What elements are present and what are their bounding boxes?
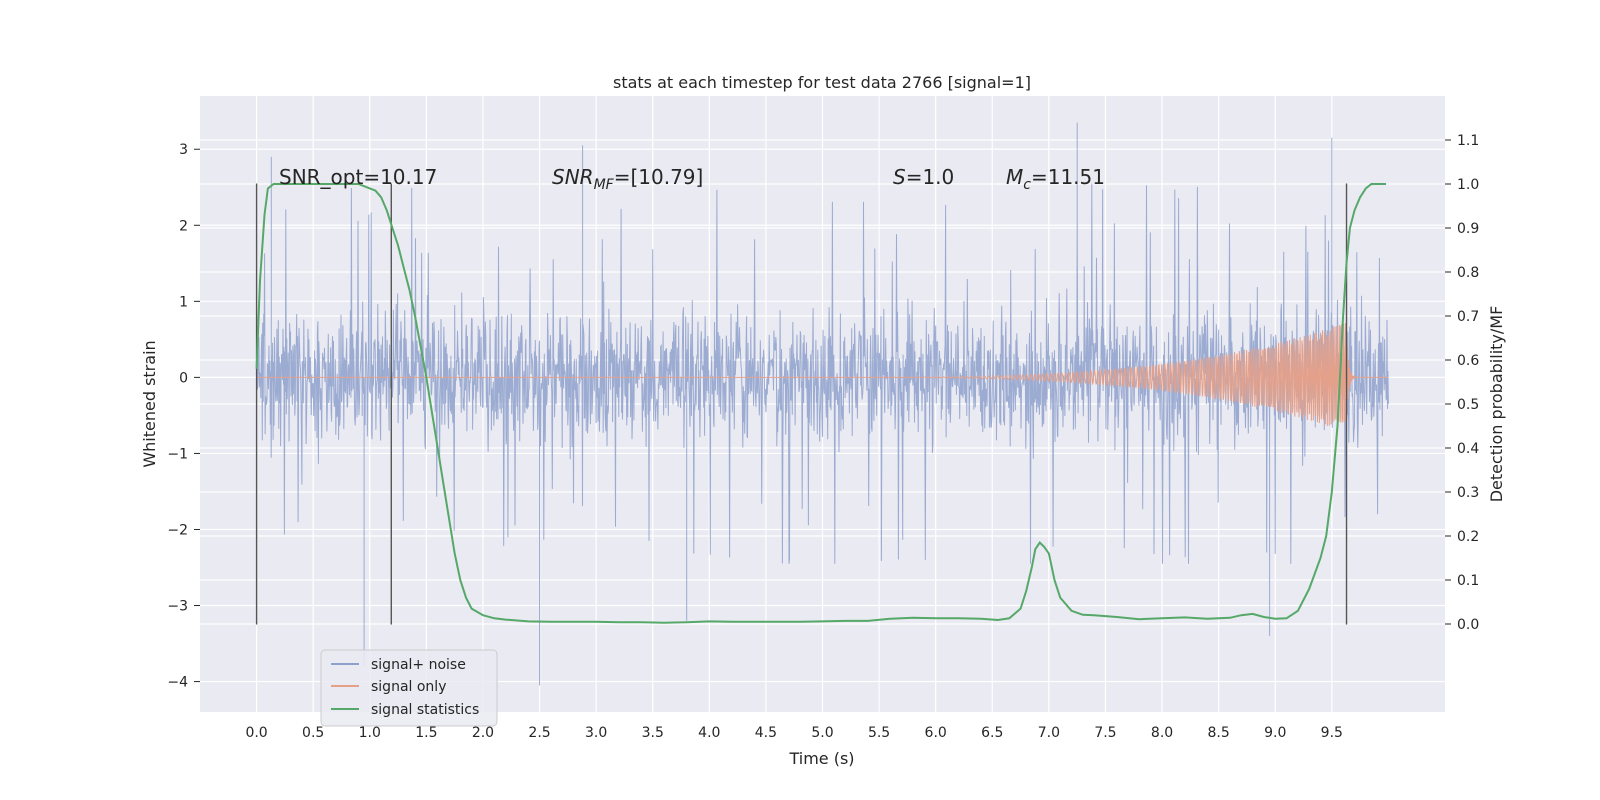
x-tick-label: 2.5 [528, 725, 550, 741]
y-axis-ticks: −4 −3 −2 −1 0 1 2 3 [167, 142, 200, 691]
legend-box [320, 649, 498, 727]
y2-tick-label: 0.8 [1457, 265, 1479, 281]
annotation-mc: Mc=11.51 [1006, 165, 1105, 193]
x-tick-label: 3.0 [585, 725, 607, 741]
annotation-snr-mf-value: =[10.79] [614, 165, 704, 189]
x-tick-label: 6.0 [925, 725, 947, 741]
series-signal-statistics [255, 183, 1387, 624]
x-axis-ticks: 0.0 0.5 1.0 1.5 2.0 2.5 3.0 3.5 4.0 4.5 5.0 5.5 6.0 6… [245, 725, 1342, 741]
annotation-snr-mf-main: SNR [552, 165, 594, 189]
x-tick-label: 1.5 [415, 725, 437, 741]
annotation-snr-mf-sub: MF [594, 177, 615, 193]
x-tick-label: 9.0 [1264, 725, 1286, 741]
x-tick-label: 4.5 [755, 725, 777, 741]
y-tick-label: 3 [179, 142, 188, 158]
series-signal-only [256, 322, 1389, 427]
line-signal-statistics [255, 183, 1387, 624]
legend: signal+ noise signal only signal statist… [320, 649, 498, 727]
y-axis-label: Whitened strain [140, 340, 159, 467]
y2-tick-label: 0.4 [1457, 441, 1479, 457]
y2-tick-label: 0.1 [1457, 573, 1479, 589]
x-tick-label: 0.0 [245, 725, 267, 741]
y-tick-label: 2 [179, 218, 188, 234]
annotations: SNR_opt=10.17 SNRMF=[10.79] S=1.0 Mc=11.… [279, 165, 1105, 193]
x-axis-label: Time (s) [788, 749, 854, 768]
y2-tick-label: 0.5 [1457, 397, 1479, 413]
y-tick-label: 0 [179, 370, 188, 386]
y2-tick-label: 1.1 [1457, 133, 1479, 149]
x-tick-label: 5.0 [811, 725, 833, 741]
y2-axis-label: Detection probability/MF [1487, 306, 1506, 503]
y2-tick-label: 0.7 [1457, 309, 1479, 325]
x-tick-label: 3.5 [642, 725, 664, 741]
annotation-snr-opt: SNR_opt=10.17 [279, 165, 437, 189]
x-tick-label: 4.0 [698, 725, 720, 741]
y2-tick-label: 0.6 [1457, 353, 1479, 369]
x-tick-label: 8.5 [1208, 725, 1230, 741]
y2-tick-label: 0.0 [1457, 617, 1479, 633]
y2-tick-label: 1.0 [1457, 177, 1479, 193]
x-tick-label: 7.0 [1038, 725, 1060, 741]
y-tick-label: 1 [179, 294, 188, 310]
series-signal-plus-noise [256, 122, 1389, 686]
x-tick-label: 2.0 [472, 725, 494, 741]
annotation-mc-symbol: M [1006, 165, 1023, 189]
legend-label-signal: signal only [371, 679, 446, 695]
annotation-mc-value: =11.51 [1031, 165, 1105, 189]
x-tick-label: 8.0 [1151, 725, 1173, 741]
y-tick-label: −2 [167, 522, 188, 538]
y2-tick-label: 0.9 [1457, 221, 1479, 237]
y-tick-label: −1 [167, 446, 188, 462]
line-signal-only [256, 322, 1389, 427]
legend-label-noise: signal+ noise [371, 657, 466, 673]
annotation-mc-sub: c [1023, 177, 1031, 193]
x-tick-label: 6.5 [981, 725, 1003, 741]
x-tick-label: 0.5 [302, 725, 324, 741]
annotation-s-symbol: S [893, 165, 906, 189]
y2-tick-label: 0.3 [1457, 485, 1479, 501]
annotation-s: S=1.0 [893, 165, 954, 189]
x-tick-label: 5.5 [868, 725, 890, 741]
annotation-snr-mf: SNRMF=[10.79] [552, 165, 703, 193]
chart-title: stats at each timestep for test data 276… [613, 73, 1031, 92]
y2-tick-label: 0.2 [1457, 529, 1479, 545]
x-tick-label: 1.0 [359, 725, 381, 741]
annotation-s-value: =1.0 [906, 165, 955, 189]
y2-axis-ticks: 0.0 0.1 0.2 0.3 0.4 0.5 0.6 0.7 0.8 0.9 1.0 1.1 [1445, 133, 1479, 633]
y-tick-label: −4 [167, 675, 188, 691]
x-tick-label: 7.5 [1094, 725, 1116, 741]
legend-label-stats: signal statistics [371, 702, 479, 718]
y-tick-label: −3 [167, 599, 188, 615]
x-tick-label: 9.5 [1321, 725, 1343, 741]
line-signal-plus-noise [256, 122, 1389, 686]
